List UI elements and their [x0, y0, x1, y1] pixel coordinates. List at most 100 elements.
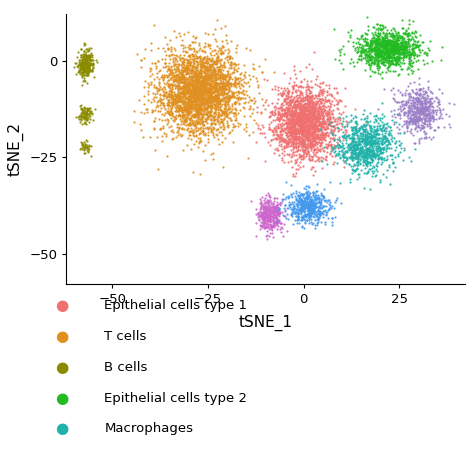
Point	[351, 148, 358, 156]
Point	[283, 96, 291, 103]
Point	[396, 104, 404, 111]
Point	[280, 112, 288, 120]
Point	[291, 208, 299, 216]
Point	[406, 54, 413, 61]
Point	[363, 55, 371, 62]
Point	[180, 108, 187, 116]
Point	[418, 38, 426, 46]
Point	[208, 111, 215, 119]
Point	[317, 86, 324, 93]
Point	[188, 65, 196, 73]
Point	[399, 24, 407, 31]
Point	[421, 100, 428, 107]
Point	[173, 90, 181, 98]
Point	[208, 111, 215, 118]
Point	[302, 115, 310, 123]
Point	[291, 120, 298, 128]
Point	[284, 106, 292, 114]
Point	[207, 115, 215, 122]
Point	[177, 111, 184, 119]
Point	[271, 213, 279, 220]
Point	[307, 102, 314, 109]
Point	[302, 118, 310, 126]
Point	[423, 106, 431, 114]
Point	[281, 120, 288, 128]
Point	[199, 120, 207, 128]
Point	[422, 88, 430, 96]
Point	[296, 115, 303, 122]
Point	[323, 88, 331, 96]
Point	[85, 55, 92, 63]
Point	[299, 123, 306, 131]
Point	[292, 190, 300, 197]
Point	[365, 160, 372, 167]
Point	[195, 109, 202, 116]
Point	[399, 17, 406, 24]
Point	[185, 86, 193, 94]
Point	[308, 124, 316, 131]
Point	[195, 113, 202, 120]
Point	[351, 150, 359, 158]
Point	[272, 218, 279, 225]
Point	[257, 199, 265, 206]
Point	[211, 79, 219, 86]
Point	[318, 127, 325, 135]
Point	[373, 172, 380, 179]
Point	[354, 128, 362, 135]
Point	[307, 122, 315, 130]
Point	[189, 101, 196, 109]
Text: ●: ●	[55, 360, 68, 375]
Point	[366, 42, 374, 49]
Point	[308, 195, 316, 203]
Point	[88, 60, 96, 67]
Point	[171, 103, 178, 111]
Point	[276, 128, 284, 136]
Point	[260, 212, 267, 220]
Point	[307, 109, 314, 116]
Point	[301, 132, 309, 139]
Point	[192, 137, 200, 145]
Point	[365, 133, 372, 140]
Point	[300, 139, 307, 147]
Point	[383, 53, 391, 60]
Point	[374, 32, 382, 40]
Point	[318, 87, 326, 95]
Point	[369, 46, 377, 53]
Point	[307, 138, 314, 146]
Point	[353, 43, 361, 51]
Point	[300, 128, 307, 136]
Point	[315, 100, 323, 108]
Point	[329, 128, 337, 136]
Point	[373, 40, 380, 47]
Point	[165, 99, 173, 106]
Point	[295, 138, 302, 146]
Point	[173, 101, 181, 109]
Point	[189, 85, 197, 92]
Point	[208, 86, 216, 93]
Point	[354, 157, 362, 164]
Point	[219, 81, 227, 89]
Point	[180, 81, 188, 89]
Point	[304, 132, 311, 140]
Point	[203, 104, 210, 111]
Point	[184, 105, 191, 113]
Point	[418, 92, 426, 100]
Point	[192, 110, 200, 118]
Point	[420, 128, 428, 135]
Point	[315, 193, 323, 201]
Point	[368, 136, 375, 144]
Point	[197, 59, 204, 67]
Point	[416, 106, 423, 114]
Point	[240, 100, 248, 107]
Point	[189, 90, 196, 98]
Point	[325, 105, 333, 112]
Point	[296, 108, 303, 116]
Point	[239, 75, 247, 82]
Point	[366, 133, 374, 140]
Point	[190, 121, 198, 129]
Point	[213, 56, 220, 64]
Point	[384, 49, 392, 56]
Point	[358, 144, 365, 152]
Point	[311, 122, 319, 130]
Point	[273, 134, 280, 142]
